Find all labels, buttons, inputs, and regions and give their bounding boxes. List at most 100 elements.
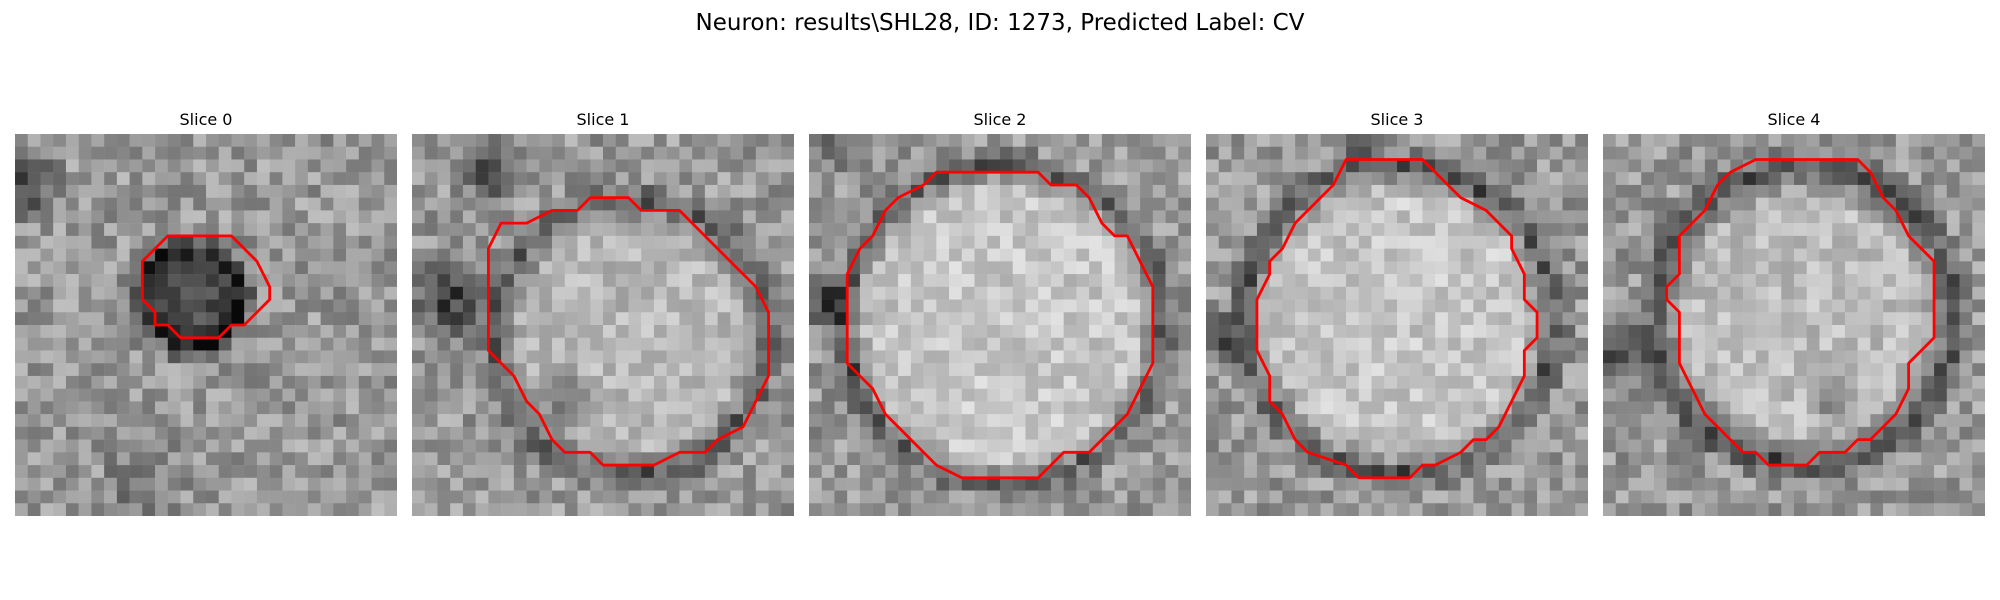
image-pixel (1282, 299, 1296, 313)
image-pixel (1473, 375, 1487, 389)
image-pixel (307, 210, 321, 224)
image-pixel (539, 286, 553, 300)
image-pixel (437, 172, 451, 186)
image-pixel (1473, 248, 1487, 262)
image-pixel (1333, 426, 1347, 440)
image-pixel (320, 172, 334, 186)
image-pixel (1025, 223, 1039, 237)
image-pixel (1959, 312, 1973, 326)
image-pixel (859, 465, 873, 479)
image-pixel (717, 477, 731, 491)
image-pixel (282, 223, 296, 237)
image-pixel (167, 401, 181, 415)
image-pixel (15, 223, 28, 237)
image-pixel (295, 350, 309, 364)
image-pixel (1114, 261, 1128, 275)
image-pixel (666, 375, 680, 389)
image-pixel (1972, 388, 1985, 402)
image-pixel (53, 477, 67, 491)
image-pixel (1320, 337, 1334, 351)
image-pixel (180, 235, 194, 249)
image-pixel (1358, 134, 1372, 147)
image-pixel (1755, 235, 1769, 249)
image-pixel (1794, 439, 1807, 453)
image-pixel (641, 388, 655, 402)
image-pixel (231, 503, 245, 516)
image-pixel (1435, 325, 1449, 338)
image-pixel (307, 388, 321, 402)
image-pixel (1641, 210, 1655, 224)
image-pixel (307, 439, 321, 453)
image-pixel (193, 503, 207, 516)
image-pixel (1959, 337, 1973, 351)
image-pixel (231, 210, 245, 224)
image-pixel (475, 363, 489, 377)
image-pixel (1959, 477, 1973, 491)
image-pixel (1921, 465, 1935, 479)
image-pixel (167, 439, 181, 453)
image-pixel (40, 261, 54, 275)
image-pixel (206, 159, 219, 173)
image-pixel (730, 172, 744, 186)
image-pixel (1832, 134, 1846, 147)
image-pixel (1972, 452, 1985, 466)
image-pixel (333, 184, 347, 198)
image-pixel (244, 490, 258, 504)
image-pixel (1089, 375, 1103, 389)
image-pixel (1959, 134, 1973, 147)
image-pixel (755, 452, 769, 466)
image-pixel (371, 159, 385, 173)
image-pixel (1460, 312, 1474, 326)
image-pixel (526, 134, 540, 147)
image-pixel (834, 274, 848, 288)
image-pixel (1806, 159, 1820, 173)
image-pixel (704, 465, 718, 479)
image-pixel (295, 261, 309, 275)
image-pixel (65, 223, 79, 237)
image-pixel (1486, 286, 1500, 300)
image-pixel (1704, 477, 1718, 491)
image-pixel (218, 184, 232, 198)
image-pixel (1806, 286, 1820, 300)
image-pixel (1358, 325, 1372, 338)
image-pixel (1730, 452, 1744, 466)
image-pixel (1231, 286, 1245, 300)
image-pixel (666, 184, 680, 198)
image-pixel (1562, 235, 1576, 249)
image-pixel (809, 490, 822, 504)
image-pixel (244, 477, 258, 491)
image-pixel (1959, 184, 1973, 198)
image-pixel (371, 439, 385, 453)
image-pixel (603, 388, 616, 402)
image-pixel (653, 465, 667, 479)
image-pixel (1307, 172, 1321, 186)
image-pixel (564, 299, 578, 313)
image-pixel (1972, 375, 1985, 389)
image-pixel (231, 350, 245, 364)
image-pixel (603, 401, 616, 415)
image-pixel (358, 261, 372, 275)
image-pixel (641, 363, 655, 377)
image-pixel (898, 274, 912, 288)
image-pixel (269, 134, 283, 147)
image-pixel (1422, 426, 1436, 440)
image-pixel (704, 452, 718, 466)
image-pixel (1768, 248, 1782, 262)
image-pixel (450, 286, 464, 300)
image-pixel (1244, 503, 1258, 516)
image-pixel (15, 274, 28, 288)
image-pixel (167, 363, 181, 377)
image-pixel (1819, 172, 1833, 186)
image-pixel (1511, 477, 1525, 491)
image-pixel (1768, 134, 1782, 147)
image-pixel (1460, 223, 1474, 237)
image-pixel (78, 172, 92, 186)
image-pixel (603, 159, 616, 173)
image-pixel (295, 363, 309, 377)
image-pixel (628, 337, 642, 351)
image-pixel (1946, 426, 1960, 440)
image-pixel (40, 503, 54, 516)
image-pixel (1666, 503, 1680, 516)
image-pixel (1089, 274, 1103, 288)
image-pixel (1908, 503, 1922, 516)
